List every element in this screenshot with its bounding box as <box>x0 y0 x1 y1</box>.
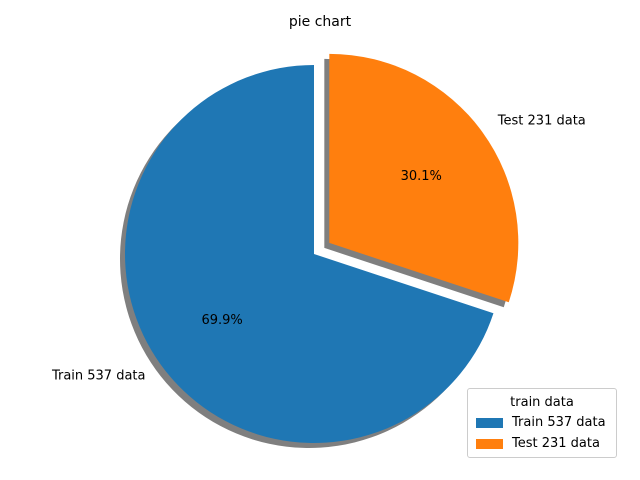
legend-title: train data <box>510 395 574 410</box>
pie-slices-group <box>124 53 519 444</box>
legend-swatch-train <box>476 417 503 428</box>
slice-percent-train: 69.9% <box>201 313 242 328</box>
legend-label-train: Train 537 data <box>512 415 606 430</box>
slice-label-test: Test 231 data <box>497 114 586 129</box>
pie-slice-test <box>329 53 519 303</box>
legend-entry-train: Train 537 data <box>476 412 616 433</box>
legend-entry-test: Test 231 data <box>476 433 616 454</box>
slice-percent-test: 30.1% <box>401 169 442 184</box>
legend-swatch-test <box>476 438 503 449</box>
pie-labels-group: Train 537 data 69.9% Test 231 data 30.1% <box>51 114 586 384</box>
slice-label-train: Train 537 data <box>51 368 146 383</box>
chart-title: pie chart <box>289 14 352 30</box>
pie-slice-train <box>124 65 494 444</box>
legend: train data Train 537 data Test 231 data <box>467 388 617 458</box>
legend-label-test: Test 231 data <box>512 436 600 451</box>
